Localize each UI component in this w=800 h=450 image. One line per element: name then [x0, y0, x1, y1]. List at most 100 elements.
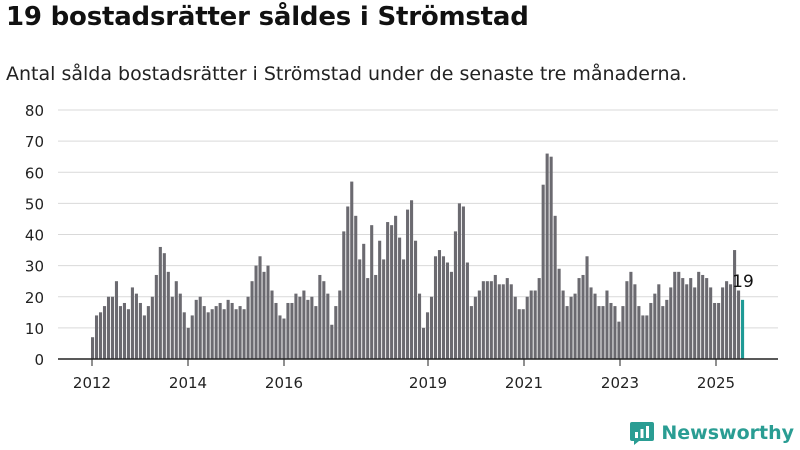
bar	[525, 296, 529, 359]
bar	[721, 287, 725, 359]
bar	[445, 262, 450, 359]
bar	[689, 278, 693, 359]
bar	[521, 309, 525, 359]
bar	[290, 302, 294, 359]
bar	[286, 302, 290, 359]
bar	[134, 293, 138, 359]
bar	[477, 290, 481, 359]
bar	[697, 271, 701, 359]
bar	[513, 296, 517, 359]
bar	[473, 296, 477, 359]
bar	[621, 306, 625, 359]
bar	[733, 250, 737, 359]
bar	[158, 246, 162, 359]
bar	[258, 256, 262, 359]
bar	[218, 302, 222, 359]
bar	[294, 293, 298, 359]
bar	[565, 306, 569, 359]
bar	[118, 306, 123, 359]
bar	[605, 290, 609, 359]
bar	[382, 259, 386, 359]
x-tick-label: 2016	[265, 374, 303, 392]
bar	[370, 225, 374, 359]
bar	[693, 287, 697, 359]
bar	[461, 206, 465, 359]
bar	[493, 274, 497, 359]
bar	[441, 256, 446, 359]
bar	[146, 306, 150, 359]
bar	[282, 318, 286, 359]
y-tick-label: 60	[25, 164, 44, 182]
bar	[330, 324, 334, 359]
bar	[557, 268, 561, 359]
bar	[154, 274, 158, 359]
bar	[645, 315, 649, 359]
bar	[705, 278, 709, 359]
bar	[617, 321, 621, 359]
y-tick-label: 70	[25, 133, 44, 151]
bar	[350, 181, 354, 359]
bar	[545, 153, 549, 359]
bar	[597, 306, 601, 359]
bar	[298, 296, 302, 359]
bar	[314, 306, 318, 359]
bar	[501, 284, 505, 359]
bar	[386, 222, 390, 359]
bar	[214, 306, 218, 359]
bar	[489, 281, 493, 359]
bar	[110, 296, 115, 359]
bar	[114, 281, 119, 359]
bar	[162, 253, 166, 359]
bar	[509, 284, 513, 359]
bar	[517, 309, 521, 359]
bar	[338, 290, 342, 359]
bar	[246, 296, 250, 359]
bar	[198, 296, 202, 359]
x-tick-label: 2023	[601, 374, 639, 392]
bar	[649, 302, 653, 359]
bar	[326, 293, 330, 359]
bar	[138, 302, 142, 359]
bar	[270, 290, 274, 359]
bar	[302, 290, 306, 359]
bar	[549, 156, 553, 359]
x-tick-label: 2012	[73, 374, 111, 392]
bar	[481, 281, 485, 359]
bar	[713, 302, 717, 359]
bar	[437, 250, 442, 359]
bar	[653, 293, 657, 359]
bar	[98, 312, 103, 359]
x-tick-label: 2019	[409, 374, 447, 392]
bar	[278, 315, 282, 359]
bar	[178, 293, 182, 359]
bar	[318, 274, 322, 359]
bar	[677, 271, 681, 359]
bar-highlight	[741, 299, 745, 359]
bar	[665, 299, 669, 359]
bar	[222, 309, 226, 359]
bar	[533, 290, 537, 359]
bar	[202, 306, 206, 359]
bar	[673, 271, 677, 359]
bar	[453, 231, 457, 359]
bar	[234, 309, 238, 359]
bar	[210, 309, 214, 359]
y-tick-label: 20	[25, 289, 44, 307]
bar	[94, 315, 99, 359]
bar	[633, 284, 637, 359]
bar	[238, 306, 242, 359]
bar	[609, 302, 613, 359]
y-tick-label: 30	[25, 258, 44, 276]
bar	[390, 225, 394, 359]
bar	[505, 278, 509, 359]
bar	[230, 302, 234, 359]
bar	[657, 284, 661, 359]
bar	[126, 309, 130, 359]
bar	[465, 262, 469, 359]
bar	[226, 299, 230, 359]
bar	[497, 284, 501, 359]
bar	[250, 281, 254, 359]
bar	[729, 284, 733, 359]
bar	[310, 296, 314, 359]
